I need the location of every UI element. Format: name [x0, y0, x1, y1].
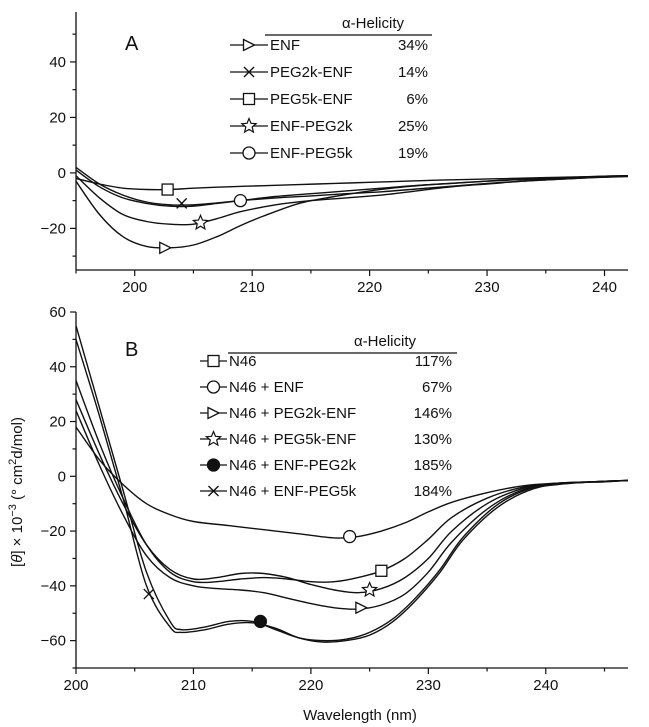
data-marker — [143, 588, 155, 600]
legend-label: N46 — [229, 353, 257, 370]
x-tick-label: 200 — [122, 279, 147, 296]
y-tick-label: 60 — [49, 304, 66, 321]
legend-value: 117% — [415, 353, 452, 370]
legend-marker — [207, 354, 220, 368]
legend-marker — [242, 38, 256, 52]
data-marker — [176, 197, 188, 209]
data-marker — [253, 614, 268, 629]
legend-label: ENF-PEG2k — [270, 118, 353, 135]
legend-value: 130% — [414, 431, 452, 448]
data-marker — [343, 529, 357, 544]
series-line — [76, 175, 629, 249]
legend-label: N46 + ENF-PEG5k — [229, 483, 357, 500]
legend-label: PEG5k-ENF — [270, 91, 353, 108]
data-marker — [355, 601, 369, 615]
legend-label: N46 + ENF — [229, 379, 304, 396]
x-tick-label: 210 — [181, 677, 206, 694]
data-marker — [233, 193, 248, 208]
x-tick-label: 230 — [416, 677, 441, 694]
x-tick-label: 230 — [475, 279, 500, 296]
legend-value: 19% — [398, 145, 428, 162]
legend-value: 14% — [398, 64, 428, 81]
y-tick-label: −40 — [41, 578, 66, 595]
legend-value: 6% — [406, 91, 428, 108]
series-line — [76, 166, 629, 206]
legend-label: ENF-PEG5k — [270, 145, 353, 162]
legend-label: N46 + ENF-PEG2k — [229, 457, 357, 474]
legend-header: α-Helicity — [354, 333, 417, 350]
legend-header: α-Helicity — [342, 15, 405, 32]
x-tick-label: 220 — [357, 279, 382, 296]
y-tick-label: 40 — [49, 54, 66, 71]
legend-value: 185% — [414, 457, 452, 474]
panel-b-chart: 200 210 220 230 240 −60 −40 −20 0 20 40 60 B α-Helici… — [41, 304, 629, 694]
x-tick-label: 240 — [592, 279, 617, 296]
legend-marker — [240, 116, 258, 134]
legend-value: 34% — [398, 37, 428, 54]
series-line — [76, 399, 629, 594]
y-tick-label: 20 — [49, 414, 66, 431]
series-line — [76, 175, 629, 191]
legend-marker — [206, 458, 221, 472]
y-tick-label: 40 — [49, 359, 66, 376]
data-marker — [161, 183, 174, 196]
series-line — [76, 380, 629, 584]
y-tick-label: 20 — [49, 109, 66, 126]
y-tick-label: −60 — [41, 633, 66, 650]
legend-value: 184% — [414, 483, 452, 500]
legend-marker — [242, 92, 256, 106]
x-tick-label: 210 — [240, 279, 265, 296]
series-line — [76, 169, 629, 208]
legend: α-Helicity N46 117% N46 + ENF 67% N46 + PEG2k… — [200, 333, 457, 500]
data-marker — [159, 241, 173, 255]
legend-label: PEG2k-ENF — [270, 64, 353, 81]
series-lines — [76, 166, 629, 249]
legend-marker — [204, 429, 223, 447]
x-tick-label: 240 — [533, 677, 558, 694]
y-tick-label: −20 — [41, 220, 66, 237]
y-axis-title: [θ] × 10−3 (° cm2d/mol) — [7, 417, 26, 567]
legend-label: ENF — [270, 37, 300, 54]
legend-label: N46 + PEG5k-ENF — [229, 431, 356, 448]
panel-label: A — [125, 33, 139, 55]
legend-marker — [243, 66, 255, 78]
x-axis-title: Wavelength (nm) — [303, 707, 417, 724]
legend-marker — [208, 485, 219, 497]
y-tick-label: −20 — [41, 523, 66, 540]
data-marker — [361, 580, 379, 598]
legend-value: 146% — [414, 405, 452, 422]
legend: α-Helicity ENF 34% PEG2k-ENF 14% PEG5k-ENF 6% E… — [230, 15, 432, 162]
legend-label: N46 + PEG2k-ENF — [229, 405, 356, 422]
panel-a-chart: 200 210 220 230 240 −20 0 20 40 Aα-Helicity ENF 34%… — [41, 12, 629, 296]
series-line — [76, 410, 629, 610]
panel-label: B — [125, 339, 138, 361]
legend-marker — [206, 380, 221, 394]
y-tick-label: 0 — [58, 468, 66, 485]
x-tick-label: 220 — [298, 677, 323, 694]
data-marker — [375, 564, 388, 577]
legend-value: 25% — [398, 118, 428, 135]
data-marker — [191, 213, 210, 231]
x-tick-label: 200 — [63, 677, 88, 694]
y-tick-label: 0 — [58, 165, 66, 182]
series-line — [76, 325, 629, 642]
legend-marker — [207, 406, 221, 420]
legend-marker — [242, 146, 256, 160]
legend-value: 67% — [422, 379, 452, 396]
